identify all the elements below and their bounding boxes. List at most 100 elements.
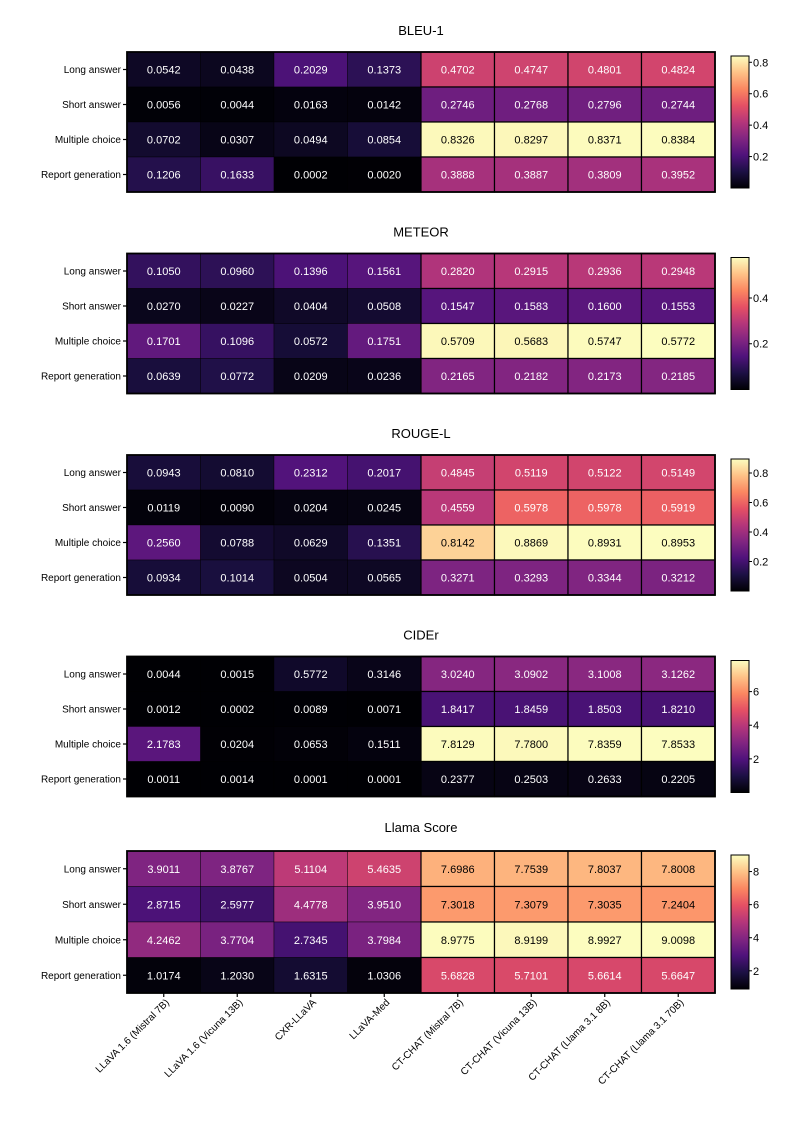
cell-value-label: 0.0119 xyxy=(147,503,180,515)
heatmap-cell xyxy=(640,725,716,763)
cell-value-label: 1.6315 xyxy=(294,970,328,982)
cell-value-label: 0.0504 xyxy=(294,573,328,585)
cell-value-label: 9.0098 xyxy=(661,935,695,947)
heatmap-cell xyxy=(640,454,716,491)
heatmap-cell xyxy=(347,957,422,994)
heatmap-cell xyxy=(493,489,569,526)
heatmap-cell xyxy=(126,761,201,797)
cell-value-label: 0.4702 xyxy=(441,65,475,77)
cell-value-label: 5.6647 xyxy=(661,970,695,982)
cell-value-label: 0.4845 xyxy=(441,468,475,480)
cell-value-label: 0.8869 xyxy=(514,538,548,550)
heatmap-cell xyxy=(420,322,496,360)
cell-value-label: 0.0772 xyxy=(220,371,254,383)
row-label-short-answer: Short answer xyxy=(62,705,122,716)
cell-value-label: 0.0044 xyxy=(220,100,254,112)
heatmap-cell xyxy=(273,489,348,526)
cell-value-label: 3.1008 xyxy=(588,669,622,681)
heatmap-cell xyxy=(493,357,569,395)
heatmap-cell xyxy=(347,288,422,324)
heatmap-cell xyxy=(273,559,348,596)
column-label-ct-chat-llama-3-1-70b: CT-CHAT (Llama 3.1 70B) xyxy=(596,997,686,1087)
heatmap-cell xyxy=(200,957,275,994)
cell-value-label: 0.0702 xyxy=(147,135,181,147)
heatmap-cell xyxy=(273,726,348,762)
cell-value-label: 0.0854 xyxy=(367,135,401,147)
cell-value-label: 7.8037 xyxy=(588,864,622,876)
cell-value-label: 7.8359 xyxy=(588,739,622,751)
cell-value-label: 2.8715 xyxy=(147,899,181,911)
cell-value-label: 0.2503 xyxy=(514,774,548,786)
cell-value-label: 0.0629 xyxy=(294,538,328,550)
cell-value-label: 0.0788 xyxy=(220,538,254,550)
cell-value-label: 0.8297 xyxy=(514,135,548,147)
cell-value-label: 3.8767 xyxy=(220,864,254,876)
colorbar-tick-label: 0.4 xyxy=(753,120,768,132)
heatmap-cell xyxy=(420,524,496,561)
cell-value-label: 0.0404 xyxy=(294,301,328,313)
cell-value-label: 0.5683 xyxy=(514,336,548,348)
row-label-multiple-choice: Multiple choice xyxy=(55,135,122,146)
cell-value-label: 0.0204 xyxy=(294,503,328,515)
panel-title-bleu-1: BLEU-1 xyxy=(398,23,444,38)
cell-value-label: 3.0240 xyxy=(441,669,475,681)
heatmap-cell xyxy=(347,726,422,762)
colorbar-meteor xyxy=(730,257,750,390)
heatmap-cell xyxy=(493,51,569,88)
cell-value-label: 1.0174 xyxy=(147,970,181,982)
cell-value-label: 0.0001 xyxy=(367,774,401,786)
colorbar-tick-label: 0.4 xyxy=(753,293,768,305)
column-label-cxr-llava: CXR-LLaVA xyxy=(273,997,319,1043)
heatmap-cell xyxy=(347,253,422,289)
heatmap-cell xyxy=(200,761,275,797)
heatmap-cell xyxy=(273,691,348,727)
cell-value-label: 0.0020 xyxy=(367,170,401,182)
heatmap-cell xyxy=(126,288,201,324)
cell-value-label: 0.8326 xyxy=(441,135,475,147)
heatmap-cell xyxy=(493,252,569,290)
cell-value-label: 0.0204 xyxy=(220,739,254,751)
cell-value-label: 0.5709 xyxy=(441,336,475,348)
panel-title-cider: CIDEr xyxy=(403,628,439,643)
heatmap-cell xyxy=(273,850,348,887)
cell-value-label: 0.0960 xyxy=(220,266,254,278)
heatmap-cell xyxy=(273,921,348,958)
colorbar-tick-label: 0.4 xyxy=(753,527,768,539)
cell-value-label: 0.0227 xyxy=(220,301,254,313)
cell-value-label: 3.7984 xyxy=(367,935,401,947)
cell-value-label: 0.5772 xyxy=(294,669,328,681)
heatmap-cell xyxy=(347,761,422,797)
heatmap-cell xyxy=(126,691,201,727)
row-label-report-generation: Report generation xyxy=(41,372,121,383)
colorbar-tick-label: 4 xyxy=(753,933,759,945)
heatmap-cell xyxy=(420,956,496,994)
heatmap-cell xyxy=(420,121,496,158)
cell-value-label: 0.2017 xyxy=(367,468,401,480)
cell-value-label: 0.8953 xyxy=(661,538,695,550)
heatmap-cell xyxy=(347,51,422,88)
cell-value-label: 0.0071 xyxy=(367,704,401,716)
heatmap-cell xyxy=(420,489,496,526)
heatmap-cell xyxy=(200,489,275,526)
heatmap-cell xyxy=(640,524,716,561)
cell-value-label: 0.0236 xyxy=(367,371,401,383)
heatmap-cell xyxy=(420,156,496,193)
colorbar-tick-label: 0.2 xyxy=(753,152,768,164)
cell-value-label: 0.1511 xyxy=(368,739,401,751)
heatmap-cell xyxy=(640,489,716,526)
heatmap-cell xyxy=(200,86,275,123)
cell-value-label: 5.7101 xyxy=(514,970,548,982)
colorbar-tick-label: 8 xyxy=(753,867,759,879)
cell-value-label: 5.6614 xyxy=(588,970,622,982)
heatmap-cell xyxy=(126,656,201,692)
cell-value-label: 0.1014 xyxy=(220,573,254,585)
heatmap-cell xyxy=(347,358,422,394)
cell-value-label: 2.1783 xyxy=(147,739,181,751)
cell-value-label: 4.4778 xyxy=(294,899,328,911)
cell-value-label: 7.8008 xyxy=(661,864,695,876)
cell-value-label: 0.5978 xyxy=(588,503,622,515)
cell-value-label: 0.2185 xyxy=(661,371,695,383)
row-label-short-answer: Short answer xyxy=(62,503,122,514)
heatmap-cell xyxy=(273,323,348,359)
